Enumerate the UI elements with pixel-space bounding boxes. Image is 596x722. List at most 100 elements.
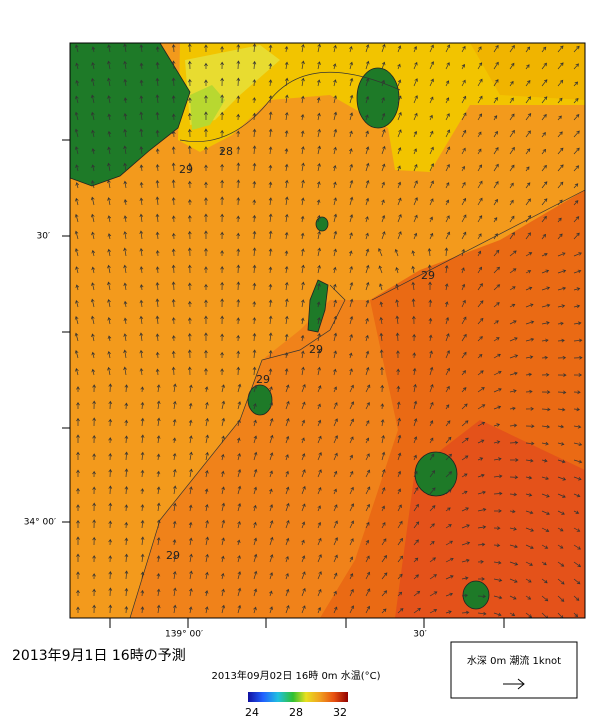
current-arrow xyxy=(333,435,338,444)
current-arrow xyxy=(461,63,465,70)
current-arrow xyxy=(220,213,224,223)
current-arrow xyxy=(252,332,257,342)
current-arrows xyxy=(74,43,583,618)
current-arrow xyxy=(139,164,144,172)
current-arrow xyxy=(75,367,79,376)
current-arrow xyxy=(90,315,95,325)
current-arrow xyxy=(139,367,144,376)
current-arrow xyxy=(333,283,337,291)
current-arrow xyxy=(188,199,192,206)
current-arrow xyxy=(509,475,519,480)
current-arrow xyxy=(237,419,241,427)
current-arrow xyxy=(461,147,466,155)
current-arrow xyxy=(445,524,452,529)
current-arrow xyxy=(91,282,95,291)
current-arrow xyxy=(525,80,531,87)
current-arrow xyxy=(525,372,533,377)
current-arrow xyxy=(477,404,486,410)
current-arrow xyxy=(205,536,209,546)
current-arrow xyxy=(333,146,337,155)
current-arrow xyxy=(155,164,160,172)
current-arrow xyxy=(155,196,160,206)
current-arrow xyxy=(333,590,337,597)
current-arrow xyxy=(301,146,305,155)
current-arrow xyxy=(445,507,451,512)
current-arrow xyxy=(204,349,208,359)
current-arrow xyxy=(268,111,273,121)
current-arrow xyxy=(541,527,550,533)
current-arrow xyxy=(557,321,564,326)
current-arrow xyxy=(268,283,273,291)
current-arrow xyxy=(396,368,400,376)
current-arrow xyxy=(365,486,371,495)
current-arrow xyxy=(221,555,225,563)
current-arrow xyxy=(541,578,548,584)
current-arrow xyxy=(445,367,450,376)
current-arrow xyxy=(316,79,321,87)
current-arrow xyxy=(413,95,418,104)
current-arrow xyxy=(220,281,224,291)
current-arrow xyxy=(509,423,518,428)
current-arrow xyxy=(75,197,79,206)
current-arrow xyxy=(301,264,305,274)
current-arrow xyxy=(541,46,547,53)
subtitle: 2013年09月02日 16時 0m 水温(°C) xyxy=(211,669,380,682)
current-arrow xyxy=(509,389,517,393)
current-arrow xyxy=(220,77,224,87)
current-arrow xyxy=(348,250,353,257)
current-arrow xyxy=(155,179,160,189)
current-arrow xyxy=(317,385,322,393)
current-arrow xyxy=(379,332,384,342)
current-arrow xyxy=(204,283,208,291)
current-arrow xyxy=(525,96,531,104)
current-arrow xyxy=(541,595,549,602)
current-arrow xyxy=(107,281,111,291)
current-arrow xyxy=(171,130,176,138)
current-arrow xyxy=(349,573,354,580)
current-arrow xyxy=(172,437,177,444)
current-arrow xyxy=(445,129,451,138)
current-arrow xyxy=(349,418,354,427)
current-arrow xyxy=(349,384,354,393)
current-arrow xyxy=(397,147,402,155)
current-arrow xyxy=(461,333,467,342)
current-arrow xyxy=(493,284,501,291)
current-arrow xyxy=(477,370,484,376)
current-arrow xyxy=(284,163,289,172)
current-arrow xyxy=(187,78,192,87)
current-arrow xyxy=(541,338,549,343)
current-arrow xyxy=(284,333,289,342)
current-arrow xyxy=(427,248,432,257)
current-arrow xyxy=(189,486,193,495)
current-arrow xyxy=(205,504,209,512)
current-arrow xyxy=(268,197,273,206)
current-arrow xyxy=(189,384,193,393)
current-arrow xyxy=(221,384,225,393)
current-arrow xyxy=(268,79,273,87)
current-arrow xyxy=(252,97,257,104)
current-arrow xyxy=(349,148,353,155)
current-arrow xyxy=(91,180,95,189)
current-arrow xyxy=(461,181,466,189)
current-arrow xyxy=(429,505,436,512)
current-arrow xyxy=(349,45,353,53)
current-arrow xyxy=(525,232,531,240)
current-arrow xyxy=(252,230,257,240)
current-arrow xyxy=(220,179,224,189)
current-arrow xyxy=(509,527,517,531)
current-arrow xyxy=(461,95,467,104)
current-arrow xyxy=(155,94,160,104)
current-arrow xyxy=(365,232,369,240)
current-arrow xyxy=(573,269,582,274)
current-arrow xyxy=(445,453,452,461)
current-arrow xyxy=(221,519,226,529)
current-arrow xyxy=(461,541,471,546)
current-arrow xyxy=(557,45,564,53)
current-arrow xyxy=(525,355,534,359)
current-arrow xyxy=(139,44,144,53)
current-arrow xyxy=(155,213,160,223)
current-arrow xyxy=(445,199,450,206)
current-arrow xyxy=(156,417,161,427)
current-arrow xyxy=(525,578,532,583)
current-arrow xyxy=(397,434,402,444)
